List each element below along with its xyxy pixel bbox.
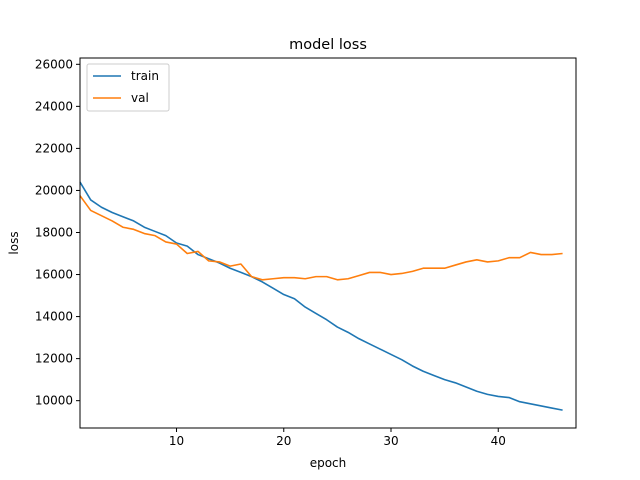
plot-area	[79, 57, 577, 429]
y-tick-label: 10000	[35, 394, 73, 408]
y-tick-label: 24000	[35, 99, 73, 113]
legend-label-train: train	[131, 69, 159, 83]
y-tick-label: 22000	[35, 141, 73, 155]
legend-label-val: val	[131, 91, 149, 105]
x-axis: 10 20 30 40	[169, 428, 506, 448]
chart-title: model loss	[289, 37, 367, 53]
series-layer	[79, 181, 563, 411]
y-axis-label: loss	[7, 231, 21, 254]
x-tick-label: 20	[276, 434, 291, 448]
y-axis: 10000 12000 14000 16000 18000 20000 22000 24000…	[35, 57, 80, 408]
y-tick-label: 14000	[35, 310, 73, 324]
x-tick-label: 40	[491, 434, 506, 448]
legend: train val	[86, 63, 170, 112]
series-line-val	[79, 195, 563, 281]
y-tick-label: 12000	[35, 352, 73, 366]
y-tick-label: 20000	[35, 183, 73, 197]
y-tick-label: 18000	[35, 225, 73, 239]
axes-frame	[79, 57, 577, 429]
x-tick-label: 30	[383, 434, 398, 448]
y-tick-label: 16000	[35, 268, 73, 282]
x-tick-label: 10	[169, 434, 184, 448]
y-tick-label: 26000	[35, 57, 73, 71]
x-axis-label: epoch	[310, 456, 347, 470]
series-line-train	[79, 181, 563, 411]
